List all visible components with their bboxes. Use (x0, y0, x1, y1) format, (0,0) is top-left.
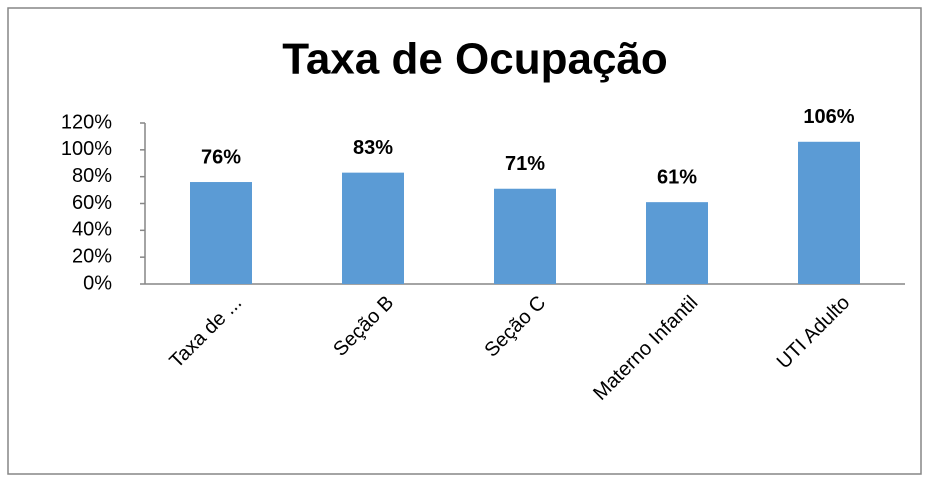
y-tick-label: 60% (72, 192, 112, 214)
bar (190, 182, 252, 284)
y-tick-label: 120% (61, 111, 112, 133)
y-tick-label: 0% (83, 272, 112, 294)
bar (494, 188, 556, 284)
chart-border (7, 7, 922, 475)
y-tick-label: 80% (72, 165, 112, 187)
y-tick-label: 20% (72, 245, 112, 267)
bar (646, 202, 708, 284)
data-label: 61% (657, 166, 697, 188)
y-tick-label: 40% (72, 219, 112, 241)
bar (798, 141, 860, 284)
data-label: 71% (505, 153, 545, 175)
bar (342, 172, 404, 284)
data-label: 76% (201, 146, 241, 168)
y-tick-label: 100% (61, 138, 112, 160)
data-label: 83% (353, 137, 393, 159)
data-label: 106% (803, 106, 854, 128)
chart-title: Taxa de Ocupação (282, 35, 668, 84)
